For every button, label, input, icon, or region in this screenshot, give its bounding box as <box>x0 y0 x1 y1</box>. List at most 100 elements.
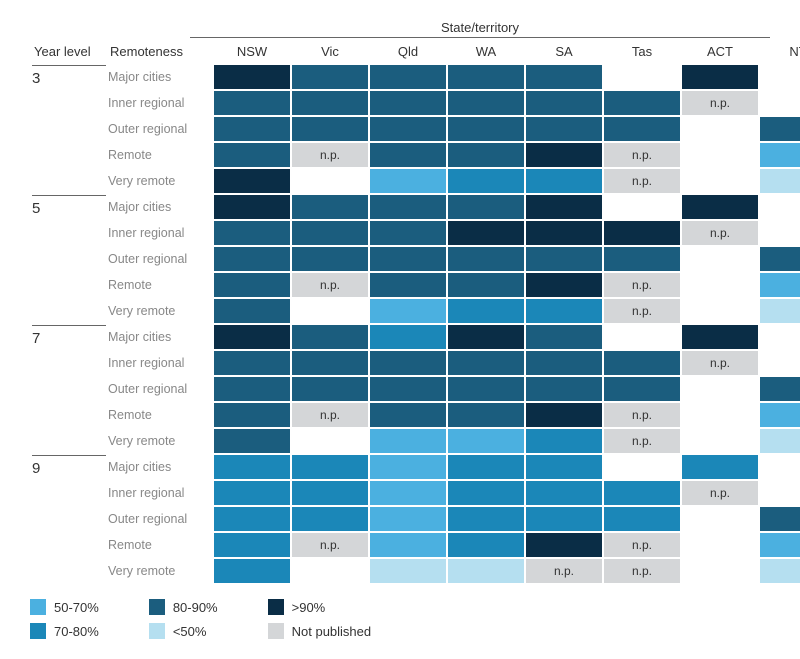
heatmap-cell <box>682 143 758 167</box>
table-row: Inner regionaln.p. <box>32 481 800 505</box>
heatmap-cell: n.p. <box>604 429 680 453</box>
remoteness-label: Outer regional <box>108 507 212 531</box>
heatmap-cell <box>526 143 602 167</box>
heatmap-cell <box>448 221 524 245</box>
legend-label: <50% <box>173 624 207 639</box>
heatmap-cell <box>526 325 602 349</box>
legend-swatch <box>268 623 284 639</box>
heatmap-cell <box>760 65 800 89</box>
heatmap-cell <box>448 533 524 557</box>
col-state: Qld <box>370 40 446 63</box>
heatmap-cell <box>370 65 446 89</box>
heatmap-cell <box>292 91 368 115</box>
heatmap-cell <box>448 325 524 349</box>
remoteness-label: Major cities <box>108 65 212 89</box>
table-row: Remoten.p.n.p. <box>32 143 800 167</box>
table-row: Remoten.p.n.p. <box>32 273 800 297</box>
heatmap-cell <box>760 117 800 141</box>
heatmap-cell <box>214 169 290 193</box>
heatmap-cell <box>292 455 368 479</box>
heatmap-cell <box>604 377 680 401</box>
table-row: 5Major cities <box>32 195 800 219</box>
legend-item: 80-90% <box>149 599 218 615</box>
heatmap-cell <box>448 273 524 297</box>
heatmap-cell <box>760 507 800 531</box>
heatmap-cell <box>292 351 368 375</box>
heatmap-cell <box>370 299 446 323</box>
table-row: 7Major cities <box>32 325 800 349</box>
heatmap-cell <box>760 247 800 271</box>
heatmap-cell: n.p. <box>682 481 758 505</box>
heatmap-cell <box>682 533 758 557</box>
heatmap-cell <box>448 429 524 453</box>
legend-item: Not published <box>268 623 372 639</box>
heatmap-cell <box>214 195 290 219</box>
heatmap-cell <box>682 429 758 453</box>
col-state: WA <box>448 40 524 63</box>
heatmap-cell <box>526 455 602 479</box>
table-row: Remoten.p.n.p. <box>32 533 800 557</box>
table-row: Outer regional <box>32 507 800 531</box>
remoteness-label: Very remote <box>108 429 212 453</box>
heatmap-cell <box>760 481 800 505</box>
heatmap-cell <box>682 455 758 479</box>
table-row: Inner regionaln.p. <box>32 91 800 115</box>
heatmap-cell <box>292 559 368 583</box>
heatmap-cell: n.p. <box>682 221 758 245</box>
remoteness-label: Inner regional <box>108 221 212 245</box>
heatmap-cell <box>682 325 758 349</box>
heatmap-cell <box>448 117 524 141</box>
heatmap-cell <box>604 65 680 89</box>
legend-label: Not published <box>292 624 372 639</box>
heatmap-cell <box>292 65 368 89</box>
heatmap-cell <box>604 117 680 141</box>
heatmap-cell <box>526 533 602 557</box>
heatmap-cell <box>604 351 680 375</box>
year-level-label: 5 <box>32 195 106 323</box>
heatmap-cell: n.p. <box>682 91 758 115</box>
heatmap-cell <box>370 91 446 115</box>
heatmap-cell <box>526 91 602 115</box>
heatmap-cell <box>760 221 800 245</box>
heatmap-cell <box>370 169 446 193</box>
heatmap-cell <box>292 221 368 245</box>
heatmap-cell <box>448 351 524 375</box>
heatmap-cell <box>760 559 800 583</box>
heatmap-cell: n.p. <box>292 533 368 557</box>
heatmap-cell <box>526 117 602 141</box>
state-super-header: State/territory <box>190 20 770 38</box>
heatmap-cell <box>214 533 290 557</box>
heatmap-cell <box>448 247 524 271</box>
heatmap-cell <box>370 351 446 375</box>
table-row: Remoten.p.n.p. <box>32 403 800 427</box>
heatmap-cell: n.p. <box>604 403 680 427</box>
heatmap-cell <box>448 507 524 531</box>
heatmap-cell <box>682 377 758 401</box>
legend-item: >90% <box>268 599 372 615</box>
heatmap-cell <box>370 559 446 583</box>
heatmap-cell <box>760 143 800 167</box>
heatmap-cell <box>292 169 368 193</box>
heatmap-cell <box>214 273 290 297</box>
remoteness-label: Remote <box>108 533 212 557</box>
legend-swatch <box>149 599 165 615</box>
remoteness-label: Outer regional <box>108 247 212 271</box>
heatmap-cell <box>448 195 524 219</box>
legend-swatch <box>268 599 284 615</box>
heatmap-cell <box>214 481 290 505</box>
heatmap-cell <box>448 143 524 167</box>
heatmap-cell <box>526 403 602 427</box>
heatmap-cell <box>682 247 758 271</box>
legend-item: 70-80% <box>30 623 99 639</box>
heatmap-cell <box>526 351 602 375</box>
legend-swatch <box>30 623 46 639</box>
remoteness-label: Major cities <box>108 455 212 479</box>
heatmap-cell <box>682 507 758 531</box>
heatmap-cell <box>760 273 800 297</box>
col-state: SA <box>526 40 602 63</box>
heatmap-cell <box>448 169 524 193</box>
heatmap-cell <box>448 559 524 583</box>
heatmap-cell <box>760 351 800 375</box>
heatmap-cell <box>370 247 446 271</box>
legend-label: 80-90% <box>173 600 218 615</box>
